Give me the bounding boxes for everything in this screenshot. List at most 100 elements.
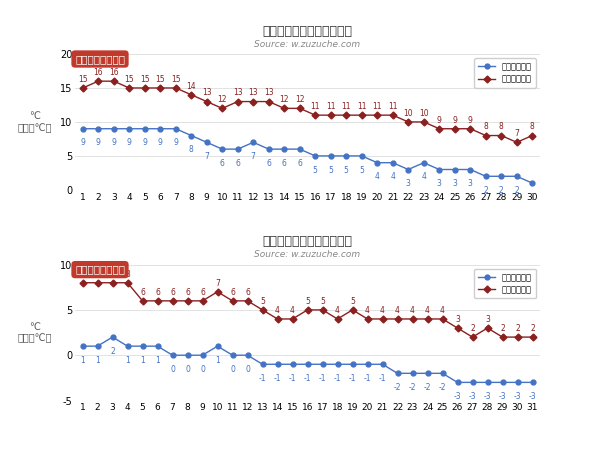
Text: 2: 2	[500, 324, 505, 333]
Text: -3: -3	[454, 392, 461, 401]
Text: 8: 8	[499, 122, 503, 131]
Text: 4: 4	[410, 306, 415, 315]
Text: 12: 12	[218, 95, 227, 104]
Text: 9: 9	[173, 139, 178, 148]
Text: 9: 9	[112, 139, 116, 148]
Text: 13: 13	[202, 88, 212, 97]
Text: -3: -3	[469, 392, 476, 401]
Text: 9: 9	[142, 139, 147, 148]
Text: 3: 3	[455, 315, 460, 324]
Text: 15: 15	[78, 75, 88, 84]
Text: 9: 9	[158, 139, 163, 148]
Text: 9: 9	[468, 116, 473, 125]
Text: 0: 0	[185, 365, 190, 374]
Text: 3: 3	[452, 179, 457, 188]
Text: 4: 4	[335, 306, 340, 315]
Text: 6: 6	[185, 288, 190, 297]
Text: 4: 4	[391, 172, 395, 181]
Text: 4: 4	[290, 306, 295, 315]
Text: -1: -1	[349, 374, 356, 383]
Text: 9: 9	[96, 139, 101, 148]
Text: 1: 1	[95, 356, 100, 365]
Text: 2: 2	[470, 324, 475, 333]
Legend: 日均最低气温, 日均最高气温: 日均最低气温, 日均最高气温	[474, 58, 536, 88]
Text: 7: 7	[251, 152, 256, 161]
Text: -1: -1	[379, 374, 386, 383]
Text: 16: 16	[109, 68, 119, 77]
Text: 5: 5	[305, 297, 310, 306]
Text: -1: -1	[259, 374, 266, 383]
Text: 6: 6	[170, 288, 175, 297]
Text: 2: 2	[514, 186, 519, 195]
Text: 13: 13	[264, 88, 274, 97]
Text: 6: 6	[220, 159, 224, 168]
Text: 0: 0	[245, 365, 250, 374]
Text: 8: 8	[95, 270, 100, 279]
Text: 6: 6	[298, 159, 302, 168]
Text: 8: 8	[110, 270, 115, 279]
Text: 0: 0	[200, 365, 205, 374]
Text: 9: 9	[80, 139, 85, 148]
Text: 10: 10	[403, 109, 413, 118]
Text: -3: -3	[484, 392, 491, 401]
Text: 2: 2	[515, 324, 520, 333]
Text: -1: -1	[274, 374, 281, 383]
Text: -1: -1	[304, 374, 311, 383]
Text: 7: 7	[215, 279, 220, 288]
Text: 6: 6	[140, 288, 145, 297]
Text: 9: 9	[452, 116, 457, 125]
Text: 4: 4	[395, 306, 400, 315]
Text: 3: 3	[485, 315, 490, 324]
Text: -1: -1	[334, 374, 341, 383]
Text: 4: 4	[275, 306, 280, 315]
Text: 1: 1	[155, 356, 160, 365]
Text: 9: 9	[437, 116, 442, 125]
Text: 6: 6	[266, 159, 271, 168]
Text: -1: -1	[364, 374, 371, 383]
Text: 13: 13	[248, 88, 258, 97]
Text: 1: 1	[80, 356, 85, 365]
Text: 4: 4	[425, 306, 430, 315]
Text: 13: 13	[233, 88, 242, 97]
Text: 9: 9	[127, 139, 131, 148]
Text: 3: 3	[406, 179, 410, 188]
Title: 烟台十一月平均气温曲线图: 烟台十一月平均气温曲线图	[263, 25, 353, 37]
Text: 3: 3	[468, 179, 473, 188]
Text: 4: 4	[440, 306, 445, 315]
Text: 6: 6	[235, 159, 240, 168]
Text: 5: 5	[260, 297, 265, 306]
Text: 0: 0	[230, 365, 235, 374]
Text: 十二月气温曲线图: 十二月气温曲线图	[75, 265, 125, 274]
Text: 15: 15	[155, 75, 165, 84]
Text: 11: 11	[341, 102, 351, 111]
Text: 6: 6	[282, 159, 287, 168]
Text: 2: 2	[499, 186, 503, 195]
Text: Source: w.zuzuche.com: Source: w.zuzuche.com	[254, 40, 361, 49]
Text: 7: 7	[205, 152, 209, 161]
Text: 12: 12	[280, 95, 289, 104]
Text: 8: 8	[80, 270, 85, 279]
Text: 4: 4	[365, 306, 370, 315]
Text: 11: 11	[311, 102, 320, 111]
Text: 6: 6	[200, 288, 205, 297]
Text: 6: 6	[245, 288, 250, 297]
Text: 2: 2	[530, 324, 535, 333]
Legend: 日均最低气温, 日均最高气温: 日均最低气温, 日均最高气温	[474, 269, 536, 298]
Text: -3: -3	[499, 392, 506, 401]
Y-axis label: ℃
温度（℃）: ℃ 温度（℃）	[17, 111, 52, 133]
Text: 15: 15	[124, 75, 134, 84]
Text: 5: 5	[328, 166, 333, 175]
Text: 15: 15	[140, 75, 149, 84]
Text: 4: 4	[421, 172, 426, 181]
Text: 6: 6	[230, 288, 235, 297]
Text: 5: 5	[350, 297, 355, 306]
Text: 10: 10	[419, 109, 428, 118]
Text: 4: 4	[375, 172, 380, 181]
Text: 11: 11	[357, 102, 367, 111]
Text: 十一月气温曲线图: 十一月气温曲线图	[75, 54, 125, 64]
Text: 7: 7	[514, 129, 519, 138]
Text: 5: 5	[344, 166, 349, 175]
Text: 1: 1	[215, 356, 220, 365]
Text: -3: -3	[514, 392, 521, 401]
Text: 11: 11	[326, 102, 335, 111]
